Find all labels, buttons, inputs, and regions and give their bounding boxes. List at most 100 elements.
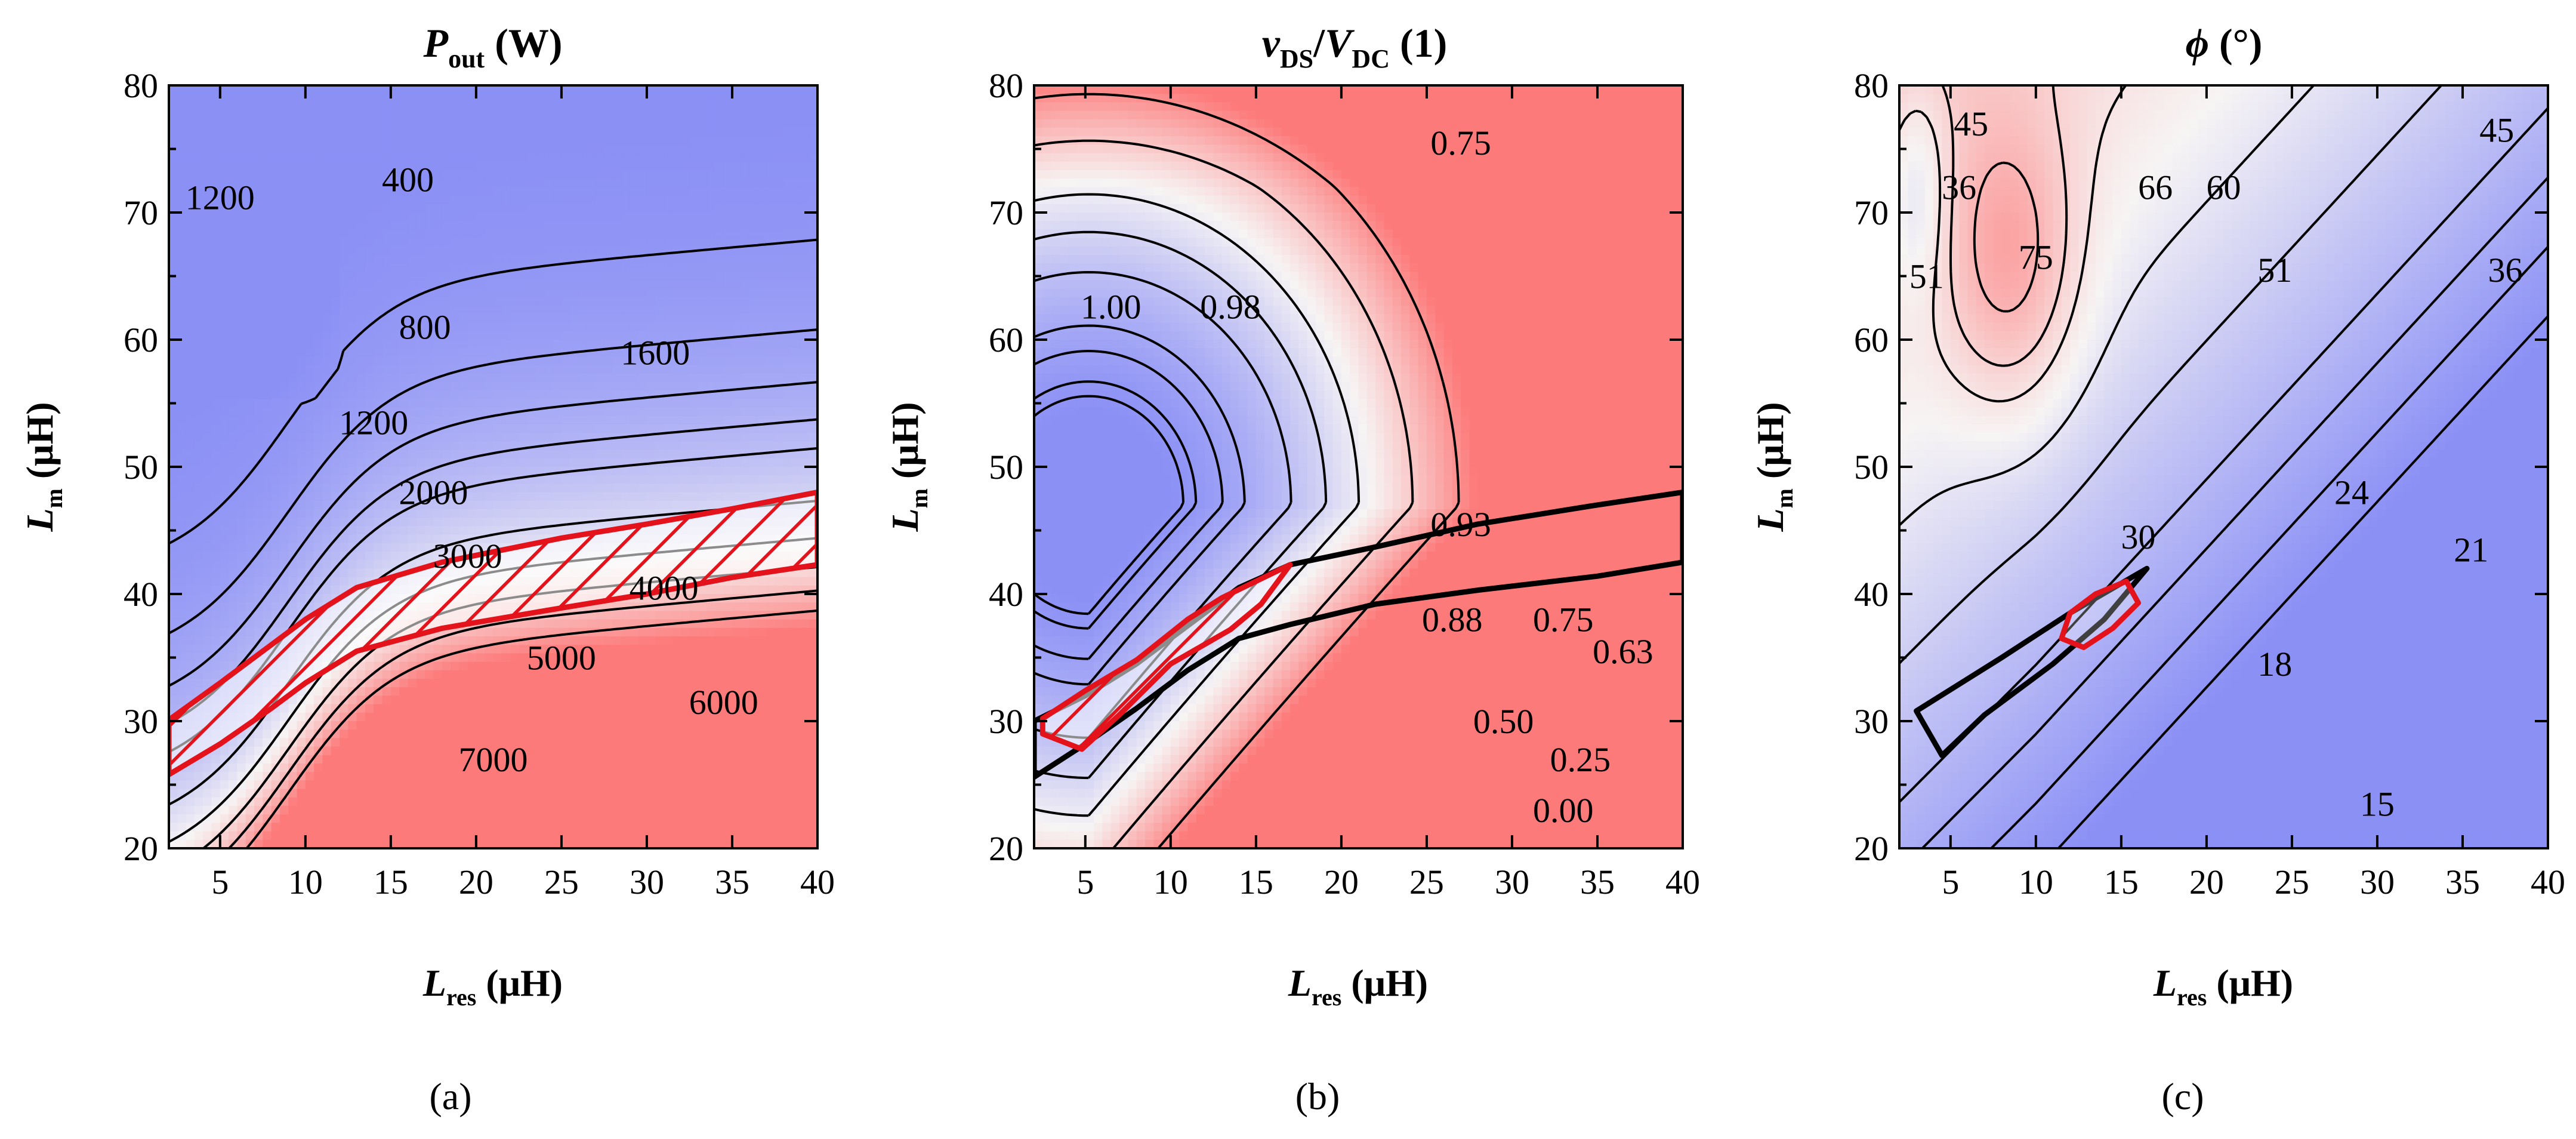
field-cell xyxy=(459,356,468,366)
field-cell xyxy=(527,331,536,340)
field-cell xyxy=(237,534,246,544)
field-cell xyxy=(271,492,280,501)
field-cell xyxy=(416,272,425,281)
field-cell xyxy=(519,119,528,128)
field-cell xyxy=(442,534,451,544)
field-cell xyxy=(331,382,340,391)
field-cell xyxy=(288,170,298,179)
field-cell xyxy=(544,229,554,239)
field-cell xyxy=(467,348,477,358)
field-cell xyxy=(527,390,536,400)
field-cell xyxy=(288,534,298,544)
field-cell xyxy=(646,161,656,171)
field-cell xyxy=(646,484,656,493)
field-cell xyxy=(741,407,750,417)
field-cell xyxy=(544,153,554,162)
field-cell xyxy=(655,170,665,179)
field-cell xyxy=(766,280,776,290)
field-cell xyxy=(501,322,511,332)
field-cell xyxy=(783,306,792,315)
field-cell xyxy=(578,322,588,332)
field-cell xyxy=(331,213,340,221)
field-cell xyxy=(237,509,246,518)
field-cell xyxy=(408,322,417,332)
field-cell xyxy=(390,552,400,561)
field-cell xyxy=(467,136,477,146)
field-cell xyxy=(510,500,520,510)
field-cell xyxy=(783,322,792,332)
field-cell xyxy=(757,467,767,476)
field-cell xyxy=(578,636,588,645)
field-cell xyxy=(510,373,520,383)
field-cell xyxy=(211,382,221,391)
field-cell xyxy=(741,161,750,171)
field-cell xyxy=(800,399,810,408)
field-cell xyxy=(390,415,400,425)
field-cell xyxy=(263,170,272,179)
field-cell xyxy=(655,399,665,408)
field-cell xyxy=(416,356,425,366)
field-cell xyxy=(433,128,443,137)
field-cell xyxy=(723,263,733,273)
field-cell xyxy=(630,272,639,281)
field-cell xyxy=(775,161,784,171)
field-cell xyxy=(322,415,332,425)
field-cell xyxy=(374,500,383,510)
field-cell xyxy=(254,568,264,578)
field-cell xyxy=(245,128,255,137)
field-cell xyxy=(800,484,810,493)
field-cell xyxy=(331,322,340,332)
field-cell xyxy=(553,85,562,94)
field-cell xyxy=(382,526,391,535)
field-cell xyxy=(544,415,554,425)
field-cell xyxy=(356,484,366,493)
field-cell xyxy=(254,627,264,637)
field-cell xyxy=(664,187,673,196)
field-cell xyxy=(211,263,221,273)
field-cell xyxy=(707,110,716,120)
field-cell xyxy=(279,280,289,290)
field-cell xyxy=(544,221,554,230)
field-cell xyxy=(254,450,264,459)
field-cell xyxy=(263,475,272,485)
field-cell xyxy=(800,365,810,374)
field-cell xyxy=(203,340,212,349)
field-cell xyxy=(672,356,681,366)
field-cell xyxy=(356,534,366,544)
field-cell xyxy=(664,441,673,451)
field-cell xyxy=(408,424,417,433)
field-cell xyxy=(809,340,817,349)
field-cell xyxy=(203,484,212,493)
field-cell xyxy=(553,144,562,154)
field-cell xyxy=(800,602,810,612)
field-cell xyxy=(297,467,306,476)
field-cell xyxy=(809,424,817,433)
field-cell xyxy=(169,110,178,120)
field-cell xyxy=(749,484,758,493)
field-cell xyxy=(399,136,409,146)
field-cell xyxy=(723,94,733,103)
field-cell xyxy=(553,178,562,188)
field-cell xyxy=(229,331,238,340)
field-cell xyxy=(279,492,289,501)
field-cell xyxy=(467,492,477,501)
field-cell xyxy=(297,238,306,247)
field-cell xyxy=(792,424,801,433)
field-cell xyxy=(263,467,272,476)
field-cell xyxy=(664,288,673,298)
field-cell xyxy=(476,288,485,298)
field-cell xyxy=(501,390,511,400)
field-cell xyxy=(587,187,596,196)
field-cell xyxy=(723,441,733,451)
field-cell xyxy=(245,178,255,188)
field-cell xyxy=(698,187,707,196)
field-cell xyxy=(186,534,195,544)
field-cell xyxy=(792,484,801,493)
field-cell xyxy=(467,356,477,366)
field-cell xyxy=(621,297,631,306)
field-cell xyxy=(570,484,579,493)
field-cell xyxy=(501,238,511,247)
field-cell xyxy=(689,602,699,612)
field-cell xyxy=(271,136,280,146)
field-cell xyxy=(194,585,204,595)
